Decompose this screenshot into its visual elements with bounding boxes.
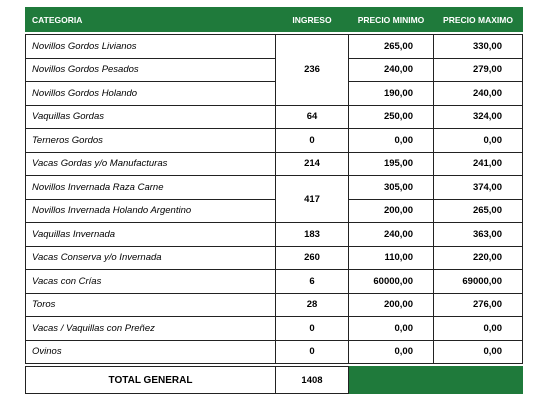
max-price-cell: 363,00 (433, 222, 523, 247)
max-price-cell: 0,00 (433, 316, 523, 341)
table-row: Vacas Gordas y/o Manufacturas 214 195,00 24… (25, 151, 523, 176)
ingreso-cell: 28 (275, 292, 349, 317)
table-row: Vacas con Crías 6 60000,00 69000,00 (25, 269, 523, 294)
table-row: Toros 28 200,00 276,00 (25, 292, 523, 317)
min-price-cell: 240,00 (348, 222, 434, 247)
max-price-cell: 265,00 (433, 198, 523, 223)
category-cell: Vacas Conserva y/o Invernada (25, 245, 276, 270)
table-wrap: CATEGORIA INGRESO PRECIO MINIMO PRECIO MAXI… (25, 7, 523, 394)
max-price-cell: 279,00 (433, 57, 523, 82)
ingreso-cell: 260 (275, 245, 349, 270)
ingreso-cell: 214 (275, 151, 349, 176)
category-cell: Novillos Gordos Pesados (25, 57, 276, 82)
max-price-cell: 241,00 (433, 151, 523, 176)
ingreso-cell: 6 (275, 269, 349, 294)
min-price-cell: 250,00 (348, 104, 434, 129)
min-price-cell: 240,00 (348, 57, 434, 82)
total-fill (348, 366, 523, 394)
max-price-cell: 0,00 (433, 339, 523, 364)
table-row: Novillos Invernada Holando Argentino 200,… (25, 198, 523, 223)
max-price-cell: 276,00 (433, 292, 523, 317)
min-price-cell: 0,00 (348, 316, 434, 341)
table-row: Novillos Gordos Livianos 236 265,00 330,00 (25, 34, 523, 106)
category-cell: Novillos Gordos Holando (25, 81, 276, 106)
table-row: Ovinos 0 0,00 0,00 (25, 339, 523, 364)
category-cell: Novillos Gordos Livianos (25, 34, 276, 59)
min-price-cell: 190,00 (348, 81, 434, 106)
max-price-cell: 0,00 (433, 128, 523, 153)
total-label: TOTAL GENERAL (25, 366, 276, 394)
category-cell: Ovinos (25, 339, 276, 364)
table-row: Terneros Gordos 0 0,00 0,00 (25, 128, 523, 153)
ingreso-cell: 183 (275, 222, 349, 247)
ingreso-cell: 0 (275, 316, 349, 341)
header-cell: PRECIO MAXIMO (433, 7, 523, 32)
ingreso-cell: 0 (275, 339, 349, 364)
min-price-cell: 200,00 (348, 198, 434, 223)
max-price-cell: 69000,00 (433, 269, 523, 294)
total-value: 1408 (275, 366, 349, 394)
ingreso-cell: 0 (275, 128, 349, 153)
table-row: Vaquillas Invernada 183 240,00 363,00 (25, 222, 523, 247)
min-price-cell: 265,00 (348, 34, 434, 59)
table-row: Vacas Conserva y/o Invernada 260 110,00 220… (25, 245, 523, 270)
table-body: Novillos Gordos Livianos 236 265,00 330,00 N… (25, 32, 523, 394)
header-cell: PRECIO MINIMO (348, 7, 434, 32)
table-row: Novillos Gordos Holando 190,00 240,00 (25, 81, 523, 106)
min-price-cell: 0,00 (348, 339, 434, 364)
category-cell: Vacas / Vaquillas con Preñez (25, 316, 276, 341)
min-price-cell: 0,00 (348, 128, 434, 153)
category-cell: Vacas Gordas y/o Manufacturas (25, 151, 276, 176)
header-row: CATEGORIA INGRESO PRECIO MINIMO PRECIO MAXI… (25, 7, 523, 32)
max-price-cell: 240,00 (433, 81, 523, 106)
total-row: TOTAL GENERAL 1408 (25, 366, 523, 394)
header-cell: INGRESO (275, 7, 349, 32)
price-table: CATEGORIA INGRESO PRECIO MINIMO PRECIO MAXI… (25, 7, 523, 394)
table-row: Novillos Invernada Raza Carne 417 305,00 37… (25, 175, 523, 223)
category-cell: Vaquillas Gordas (25, 104, 276, 129)
min-price-cell: 200,00 (348, 292, 434, 317)
max-price-cell: 330,00 (433, 34, 523, 59)
min-price-cell: 60000,00 (348, 269, 434, 294)
category-cell: Vacas con Crías (25, 269, 276, 294)
category-cell: Terneros Gordos (25, 128, 276, 153)
ingreso-cell: 64 (275, 104, 349, 129)
category-cell: Toros (25, 292, 276, 317)
table-row: Vacas / Vaquillas con Preñez 0 0,00 0,00 (25, 316, 523, 341)
table-row: Vaquillas Gordas 64 250,00 324,00 (25, 104, 523, 129)
max-price-cell: 324,00 (433, 104, 523, 129)
min-price-cell: 195,00 (348, 151, 434, 176)
ingreso-cell: 417 (275, 175, 349, 223)
ingreso-cell: 236 (275, 34, 349, 106)
header-cell: CATEGORIA (25, 7, 276, 32)
min-price-cell: 110,00 (348, 245, 434, 270)
min-price-cell: 305,00 (348, 175, 434, 200)
category-cell: Novillos Invernada Raza Carne (25, 175, 276, 200)
category-cell: Vaquillas Invernada (25, 222, 276, 247)
max-price-cell: 374,00 (433, 175, 523, 200)
table-row: Novillos Gordos Pesados 240,00 279,00 (25, 57, 523, 82)
max-price-cell: 220,00 (433, 245, 523, 270)
category-cell: Novillos Invernada Holando Argentino (25, 198, 276, 223)
